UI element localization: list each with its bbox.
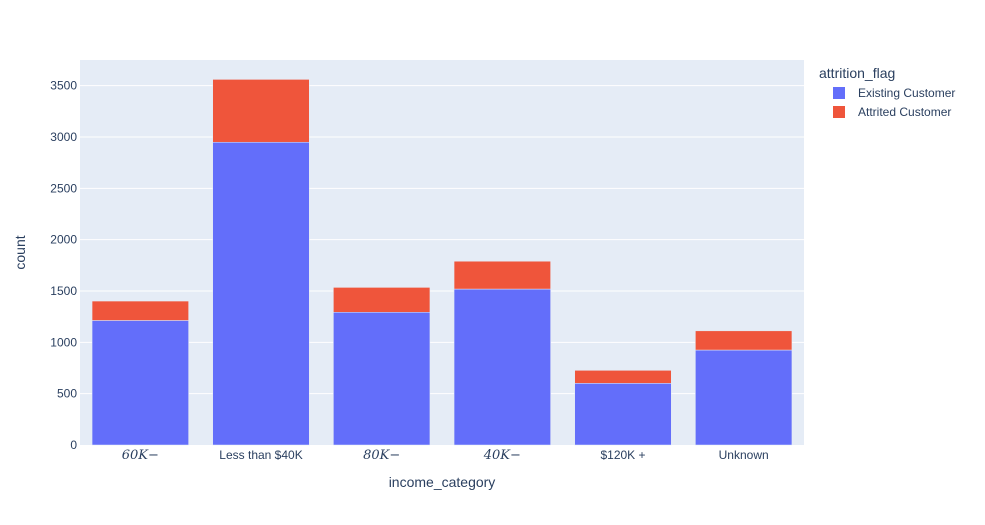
- bar-existing-customer[interactable]: [212, 141, 310, 446]
- legend-item-label[interactable]: Attrited Customer: [858, 105, 951, 119]
- bar-attrited-customer[interactable]: [574, 370, 672, 384]
- legend[interactable]: attrition_flag Existing Customer Attrited…: [819, 65, 955, 119]
- gridlines: [80, 85, 804, 395]
- bar-attrited-customer[interactable]: [695, 330, 793, 351]
- x-tick-label: Unknown: [719, 448, 769, 462]
- bar-existing-customer[interactable]: [695, 349, 793, 446]
- y-tick-label: 1500: [50, 284, 77, 298]
- bar-existing-customer[interactable]: [453, 288, 551, 446]
- bar-attrited-customer[interactable]: [212, 79, 310, 143]
- y-tick-label: 500: [57, 387, 77, 401]
- x-tick-label: 80K−: [363, 448, 400, 463]
- y-tick-label: 0: [70, 438, 77, 452]
- y-tick-label: 3500: [50, 79, 77, 93]
- x-axis-ticks: 60K− Less than $40K 80K− 40K− $120K + Unknown: [122, 448, 769, 463]
- bars: [91, 79, 793, 446]
- y-tick-label: 3000: [50, 130, 77, 144]
- y-tick-label: 1000: [50, 335, 77, 349]
- bar-existing-customer[interactable]: [574, 383, 672, 446]
- x-tick-label: $120K +: [600, 448, 645, 462]
- legend-swatch: [833, 87, 845, 99]
- bar-existing-customer[interactable]: [333, 312, 431, 446]
- legend-title: attrition_flag: [819, 65, 895, 81]
- plot-area: [80, 60, 804, 445]
- bar-attrited-customer[interactable]: [91, 300, 189, 321]
- x-axis-title: income_category: [389, 474, 496, 490]
- legend-item-label[interactable]: Existing Customer: [858, 86, 955, 100]
- bar-attrited-customer[interactable]: [333, 287, 431, 313]
- y-axis-ticks: 0 500 1000 1500 2000 2500 3000 3500: [50, 79, 77, 452]
- y-axis-title: count: [12, 235, 28, 269]
- y-tick-label: 2500: [50, 181, 77, 195]
- y-tick-label: 2000: [50, 233, 77, 247]
- x-tick-label: Less than $40K: [219, 448, 302, 462]
- legend-swatch: [833, 106, 845, 118]
- x-tick-label: 40K−: [483, 448, 521, 463]
- bar-existing-customer[interactable]: [91, 320, 189, 446]
- bar-attrited-customer[interactable]: [453, 260, 551, 290]
- x-tick-label: 60K−: [122, 448, 159, 463]
